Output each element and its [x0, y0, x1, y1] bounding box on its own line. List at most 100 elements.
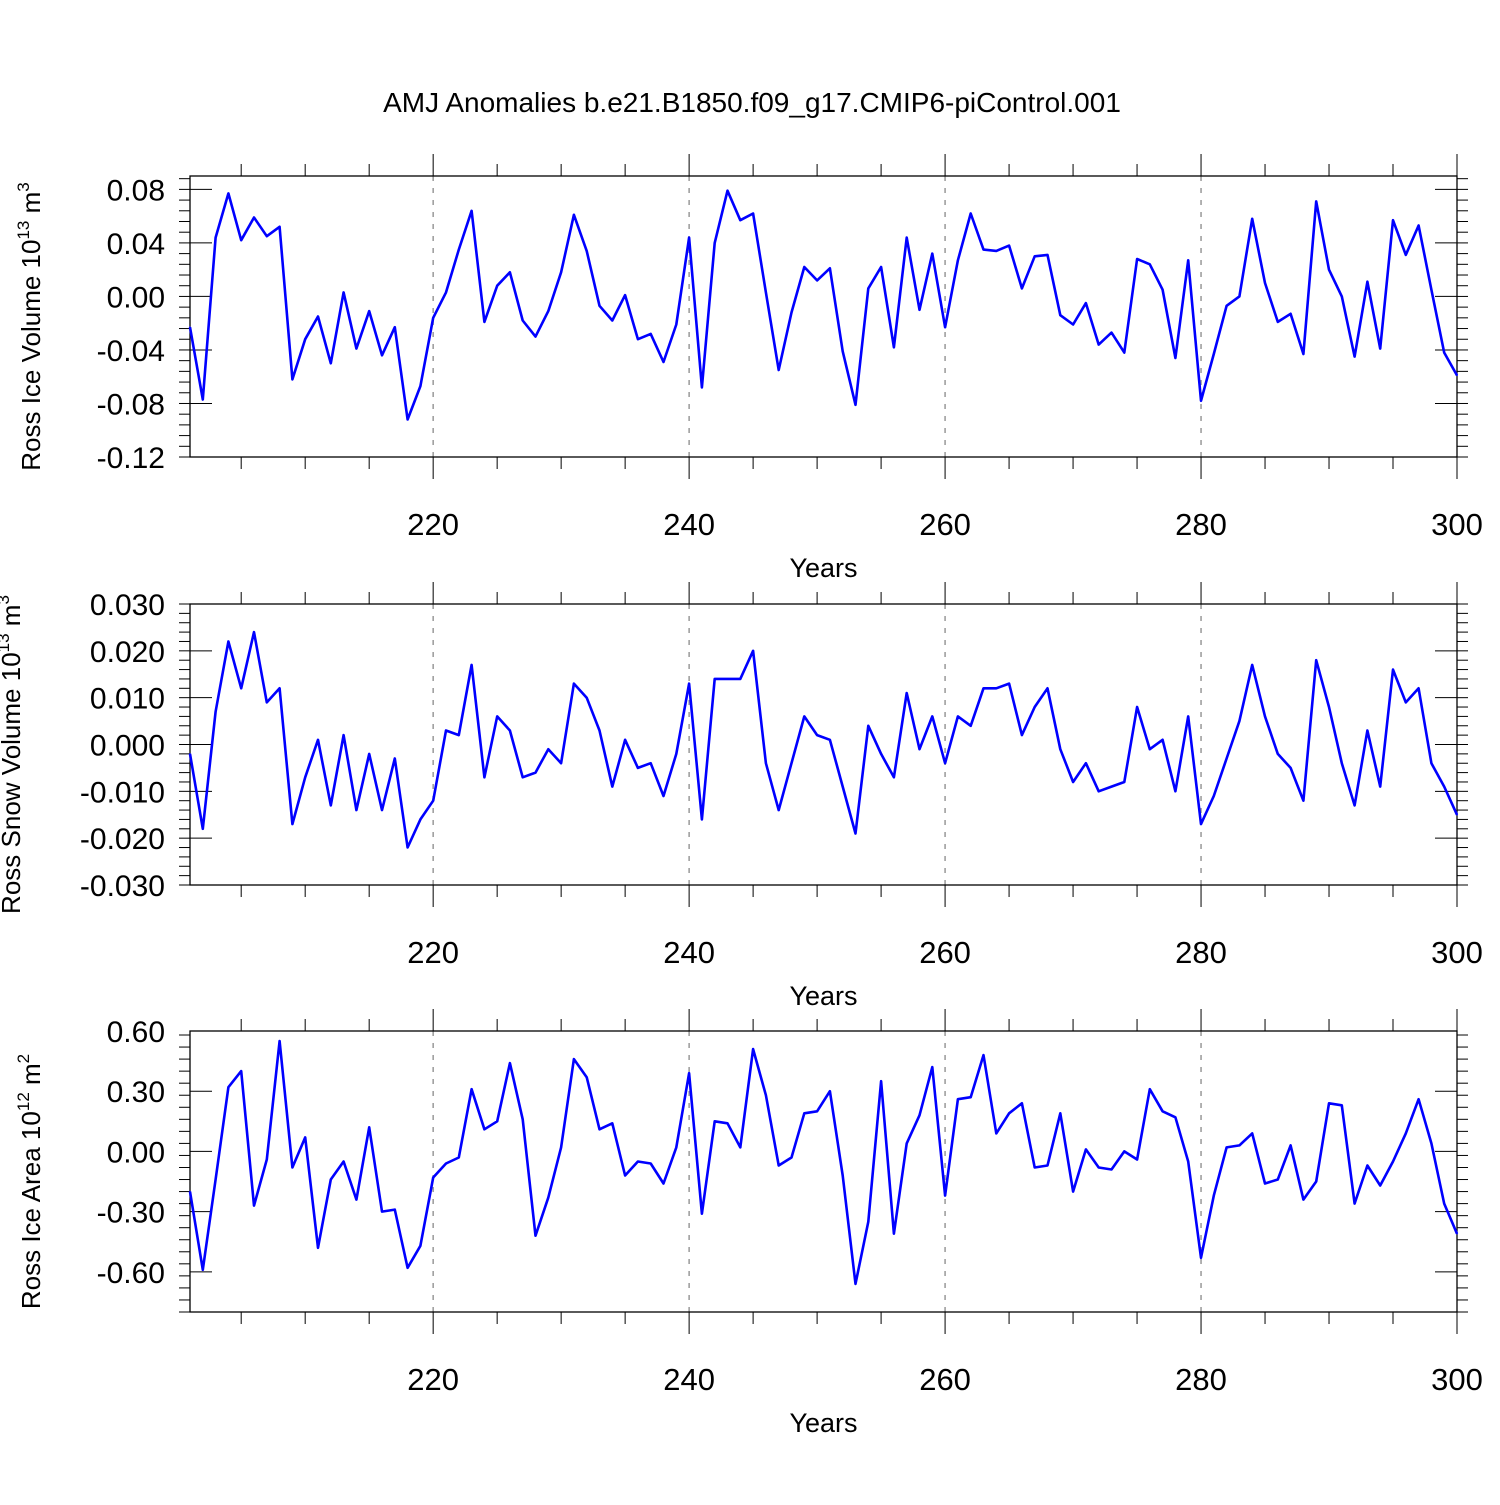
data-point — [304, 338, 306, 341]
data-point — [1136, 706, 1138, 708]
data-point — [253, 631, 255, 633]
data-point — [483, 776, 486, 779]
data-point — [1225, 757, 1228, 760]
data-point — [598, 304, 601, 307]
data-point — [304, 1136, 306, 1139]
data-point — [1187, 1160, 1190, 1163]
data-point — [214, 710, 217, 713]
data-point — [841, 350, 844, 353]
data-point — [573, 682, 575, 685]
data-point — [189, 1190, 191, 1193]
data-point — [1238, 720, 1241, 722]
data-point — [534, 771, 537, 774]
data-point — [1277, 753, 1279, 755]
data-point — [1405, 254, 1407, 256]
data-point — [893, 1232, 895, 1235]
data-point — [918, 748, 921, 750]
data-point — [368, 753, 370, 755]
y-tick-label: -0.60 — [97, 1257, 165, 1290]
data-point — [1097, 1166, 1100, 1169]
y-axis-label: Ross Ice Area 1012 m2 — [14, 1054, 46, 1309]
data-point — [1174, 1116, 1177, 1119]
data-point — [560, 1146, 562, 1149]
data-point — [1366, 280, 1369, 283]
data-point — [329, 362, 332, 365]
data-point — [688, 1072, 690, 1074]
data-point — [534, 335, 537, 338]
data-point — [816, 1110, 818, 1113]
data-point — [419, 385, 422, 387]
data-point — [1392, 668, 1394, 671]
data-point — [713, 242, 716, 244]
data-point — [1033, 1166, 1036, 1169]
data-point — [1110, 1168, 1113, 1171]
data-point — [1200, 400, 1202, 402]
data-point — [867, 1220, 870, 1223]
data-point — [1213, 795, 1215, 797]
data-point — [560, 762, 562, 765]
data-point — [470, 664, 473, 666]
data-point — [1072, 323, 1074, 326]
data-point — [1238, 295, 1241, 298]
data-point — [355, 809, 358, 811]
data-point — [1251, 664, 1254, 666]
y-axis-label: Ross Snow Volume 1013 m3 — [0, 595, 26, 914]
data-point — [1328, 268, 1330, 271]
data-point — [585, 250, 588, 252]
data-point — [573, 214, 575, 216]
data-point — [1392, 219, 1394, 221]
data-point — [381, 354, 383, 357]
data-point — [662, 361, 665, 363]
data-point — [317, 739, 319, 741]
y-axis-label-part: 13 — [0, 633, 13, 652]
data-point — [214, 1178, 217, 1181]
y-axis-label-part: 3 — [0, 595, 13, 604]
data-point — [509, 271, 511, 274]
data-point — [931, 252, 934, 255]
data-point — [1110, 785, 1113, 788]
data-point — [291, 823, 294, 825]
data-point — [995, 250, 998, 252]
data-point — [1238, 1144, 1241, 1147]
data-point — [816, 734, 818, 736]
data-point — [611, 1122, 614, 1125]
data-point — [1289, 1144, 1292, 1147]
data-point — [1161, 739, 1164, 741]
y-axis-label-part: 3 — [14, 182, 33, 191]
data-point — [560, 271, 562, 274]
plot-frame — [189, 175, 1458, 458]
y-tick-label: -0.12 — [97, 442, 165, 475]
data-point — [1353, 804, 1356, 807]
data-point — [1289, 313, 1292, 315]
data-point — [675, 323, 678, 326]
x-tick-label: 220 — [407, 935, 459, 970]
data-point — [854, 404, 857, 406]
data-point — [893, 776, 895, 779]
data-point — [624, 739, 626, 741]
data-point — [867, 724, 870, 727]
data-point — [752, 650, 754, 652]
x-tick-label: 220 — [407, 507, 459, 542]
y-axis-label: Ross Ice Volume 1013 m3 — [14, 182, 46, 471]
y-axis-label-part: Ross Ice Area 10 — [16, 1111, 46, 1309]
data-point — [1353, 355, 1356, 358]
y-tick-label: 0.020 — [90, 636, 165, 669]
data-point — [1443, 785, 1446, 788]
data-point — [829, 267, 831, 270]
data-point — [1187, 259, 1190, 262]
data-point — [777, 1164, 780, 1167]
data-point — [649, 762, 652, 765]
data-point — [1366, 729, 1369, 732]
data-point — [1353, 1202, 1356, 1205]
y-tick-label: -0.04 — [97, 335, 165, 368]
data-point — [1021, 1102, 1023, 1105]
data-point — [765, 291, 767, 294]
data-point — [496, 284, 498, 287]
data-point — [995, 1132, 998, 1135]
x-axis-label: Years — [789, 553, 857, 583]
data-point — [829, 739, 831, 741]
data-point — [547, 748, 550, 750]
data-point — [201, 398, 204, 401]
